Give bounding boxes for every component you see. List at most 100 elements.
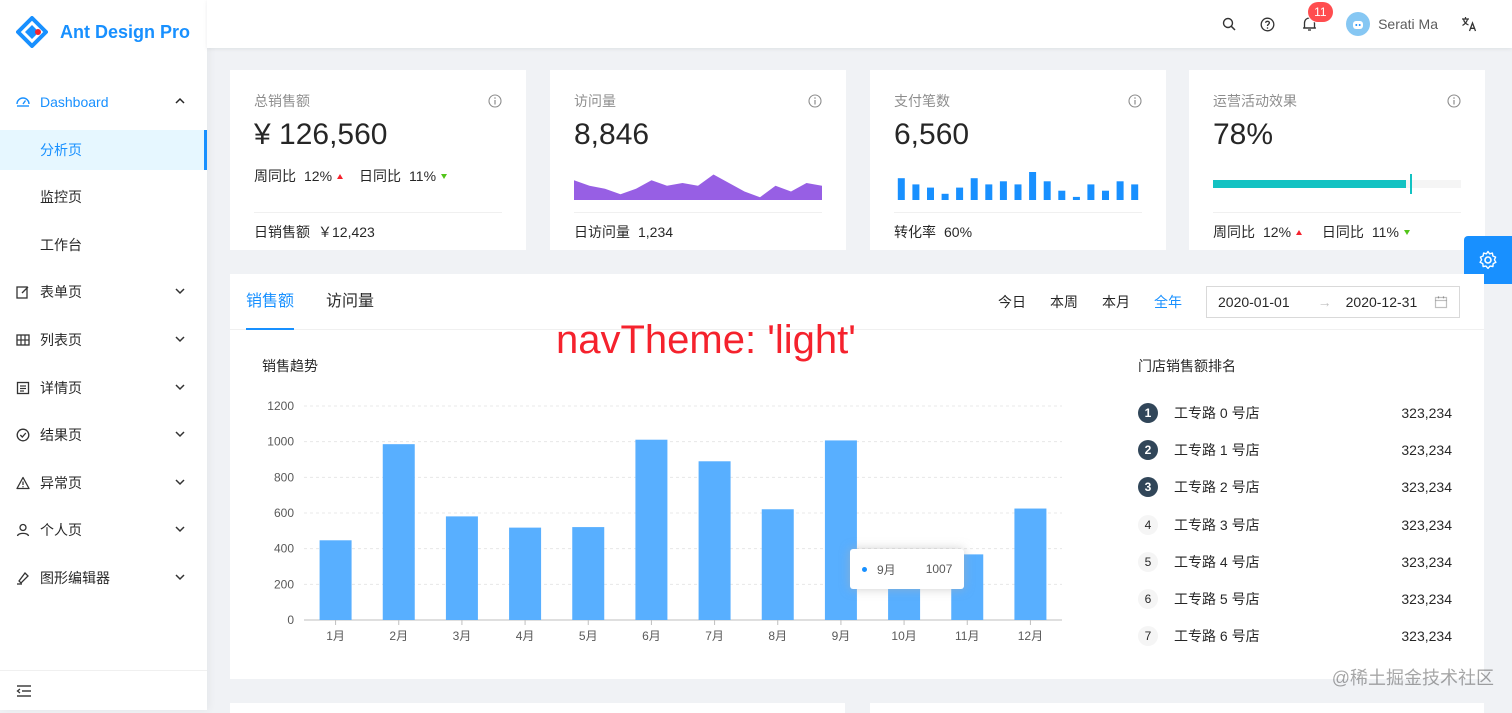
- chart-title: 销售趋势: [262, 356, 318, 376]
- user-menu[interactable]: Serati Ma: [1334, 0, 1450, 48]
- tab-sales[interactable]: 销售额: [246, 274, 294, 330]
- rank-store-name: 工专路 1 号店: [1174, 440, 1401, 460]
- quick-date-month[interactable]: 本月: [1102, 292, 1130, 312]
- chart-tooltip: 9月 1007: [850, 549, 964, 589]
- y-tick-label: 1000: [267, 435, 294, 449]
- bar: [572, 527, 604, 620]
- mini-area-svg: [574, 154, 822, 200]
- y-tick-label: 800: [274, 470, 294, 484]
- sidebar-item-label: 详情页: [40, 378, 82, 398]
- caret-up-icon: [337, 174, 343, 179]
- sidebar-item-label: 个人页: [40, 520, 82, 540]
- range-end[interactable]: 2020-12-31: [1346, 294, 1418, 310]
- kpi-title: 运营活动效果: [1213, 90, 1461, 112]
- sidebar-item-account[interactable]: 个人页: [0, 510, 207, 550]
- bar: [446, 516, 478, 620]
- sales-card: 销售额 访问量 今日 本周 本月 全年 2020-01-01 → 2020-12…: [230, 274, 1484, 679]
- tooltip-value: 1007: [926, 562, 953, 576]
- bar: [509, 528, 541, 620]
- rank-store-name: 工专路 6 号店: [1174, 626, 1401, 646]
- rank-store-value: 323,234: [1401, 479, 1452, 495]
- sidebar-item-list[interactable]: 列表页: [0, 320, 207, 360]
- top-header: 11 Serati Ma: [207, 0, 1512, 48]
- rank-title: 门店销售额排名: [1138, 356, 1236, 376]
- sidebar-item-exception[interactable]: 异常页: [0, 463, 207, 503]
- y-tick-label: 0: [287, 613, 294, 627]
- tab-visits[interactable]: 访问量: [326, 274, 374, 330]
- tooltip-label: 9月: [877, 561, 896, 578]
- side-menu: Dashboard 分析页 监控页 工作台 表单页 列表页 详情页 结果页: [0, 82, 207, 598]
- sidebar-item-profile[interactable]: 详情页: [0, 368, 207, 408]
- tooltip-dot: [862, 567, 867, 572]
- sidebar-item-form[interactable]: 表单页: [0, 272, 207, 312]
- rank-store-value: 323,234: [1401, 628, 1452, 644]
- form-icon: [16, 285, 30, 299]
- bar: [1014, 509, 1046, 620]
- sidebar-subitem-analysis[interactable]: 分析页: [0, 130, 207, 170]
- sidebar-item-label: 表单页: [40, 282, 82, 302]
- mini-bar-chart: [894, 154, 1142, 200]
- bar: [383, 444, 415, 620]
- sidebar-item-label: 列表页: [40, 330, 82, 350]
- sidebar-subitem-workplace[interactable]: 工作台: [0, 225, 207, 265]
- x-tick-label: 11月: [955, 629, 979, 643]
- mini-bar-svg: [894, 154, 1142, 200]
- question-circle-icon: [1260, 17, 1275, 32]
- x-tick-label: 8月: [768, 629, 787, 643]
- logo[interactable]: Ant Design Pro: [0, 0, 207, 64]
- language-button[interactable]: [1450, 0, 1488, 48]
- chevron-down-icon: [173, 284, 187, 298]
- sidebar-item-result[interactable]: 结果页: [0, 415, 207, 455]
- quick-date-year[interactable]: 全年: [1154, 292, 1182, 312]
- trend-label: 日同比: [359, 166, 401, 186]
- mini-bar: [1117, 181, 1124, 200]
- range-start[interactable]: 2020-01-01: [1218, 294, 1290, 310]
- mini-bar: [927, 188, 934, 200]
- info-circle-icon[interactable]: [1447, 94, 1461, 108]
- info-circle-icon[interactable]: [808, 94, 822, 108]
- chevron-down-icon: [173, 427, 187, 441]
- search-button[interactable]: [1210, 0, 1248, 48]
- date-range-picker[interactable]: 2020-01-01 → 2020-12-31: [1206, 286, 1460, 318]
- sales-tabs: 销售额 访问量 今日 本周 本月 全年 2020-01-01 → 2020-12…: [230, 274, 1484, 330]
- y-tick-label: 1200: [267, 399, 294, 413]
- sales-extra: 今日 本周 本月 全年 2020-01-01 → 2020-12-31: [998, 286, 1460, 318]
- quick-date-week[interactable]: 本周: [1050, 292, 1078, 312]
- rank-store-name: 工专路 3 号店: [1174, 515, 1401, 535]
- info-circle-icon[interactable]: [488, 94, 502, 108]
- x-tick-label: 7月: [705, 629, 724, 643]
- sidebar-subitem-monitor[interactable]: 监控页: [0, 177, 207, 217]
- trend-label: 周同比: [254, 166, 296, 186]
- trend-value: 12%: [304, 168, 332, 184]
- chevron-down-icon: [173, 332, 187, 346]
- mini-bar: [1087, 184, 1094, 200]
- sidebar-item-editor[interactable]: 图形编辑器: [0, 558, 207, 598]
- trend-label: 日同比: [1322, 222, 1364, 242]
- sidebar-item-dashboard[interactable]: Dashboard: [0, 82, 207, 122]
- notification-button[interactable]: 11: [1290, 0, 1328, 48]
- x-tick-label: 2月: [389, 629, 408, 643]
- mini-bar: [1000, 181, 1007, 200]
- quick-date-today[interactable]: 今日: [998, 292, 1026, 312]
- footer-value: 1,234: [638, 224, 673, 240]
- mini-bar: [1102, 191, 1109, 200]
- help-button[interactable]: [1248, 0, 1286, 48]
- rank-store-name: 工专路 0 号店: [1174, 403, 1401, 423]
- bar: [762, 509, 794, 620]
- check-circle-icon: [16, 428, 30, 442]
- bottom-card-left: [230, 703, 845, 713]
- user-icon: [16, 523, 30, 537]
- info-circle-icon[interactable]: [1128, 94, 1142, 108]
- collapse-menu-button[interactable]: [0, 670, 207, 710]
- user-name: Serati Ma: [1378, 16, 1438, 32]
- mini-bar: [912, 184, 919, 200]
- kpi-footer: 日销售额￥12,423: [254, 212, 502, 250]
